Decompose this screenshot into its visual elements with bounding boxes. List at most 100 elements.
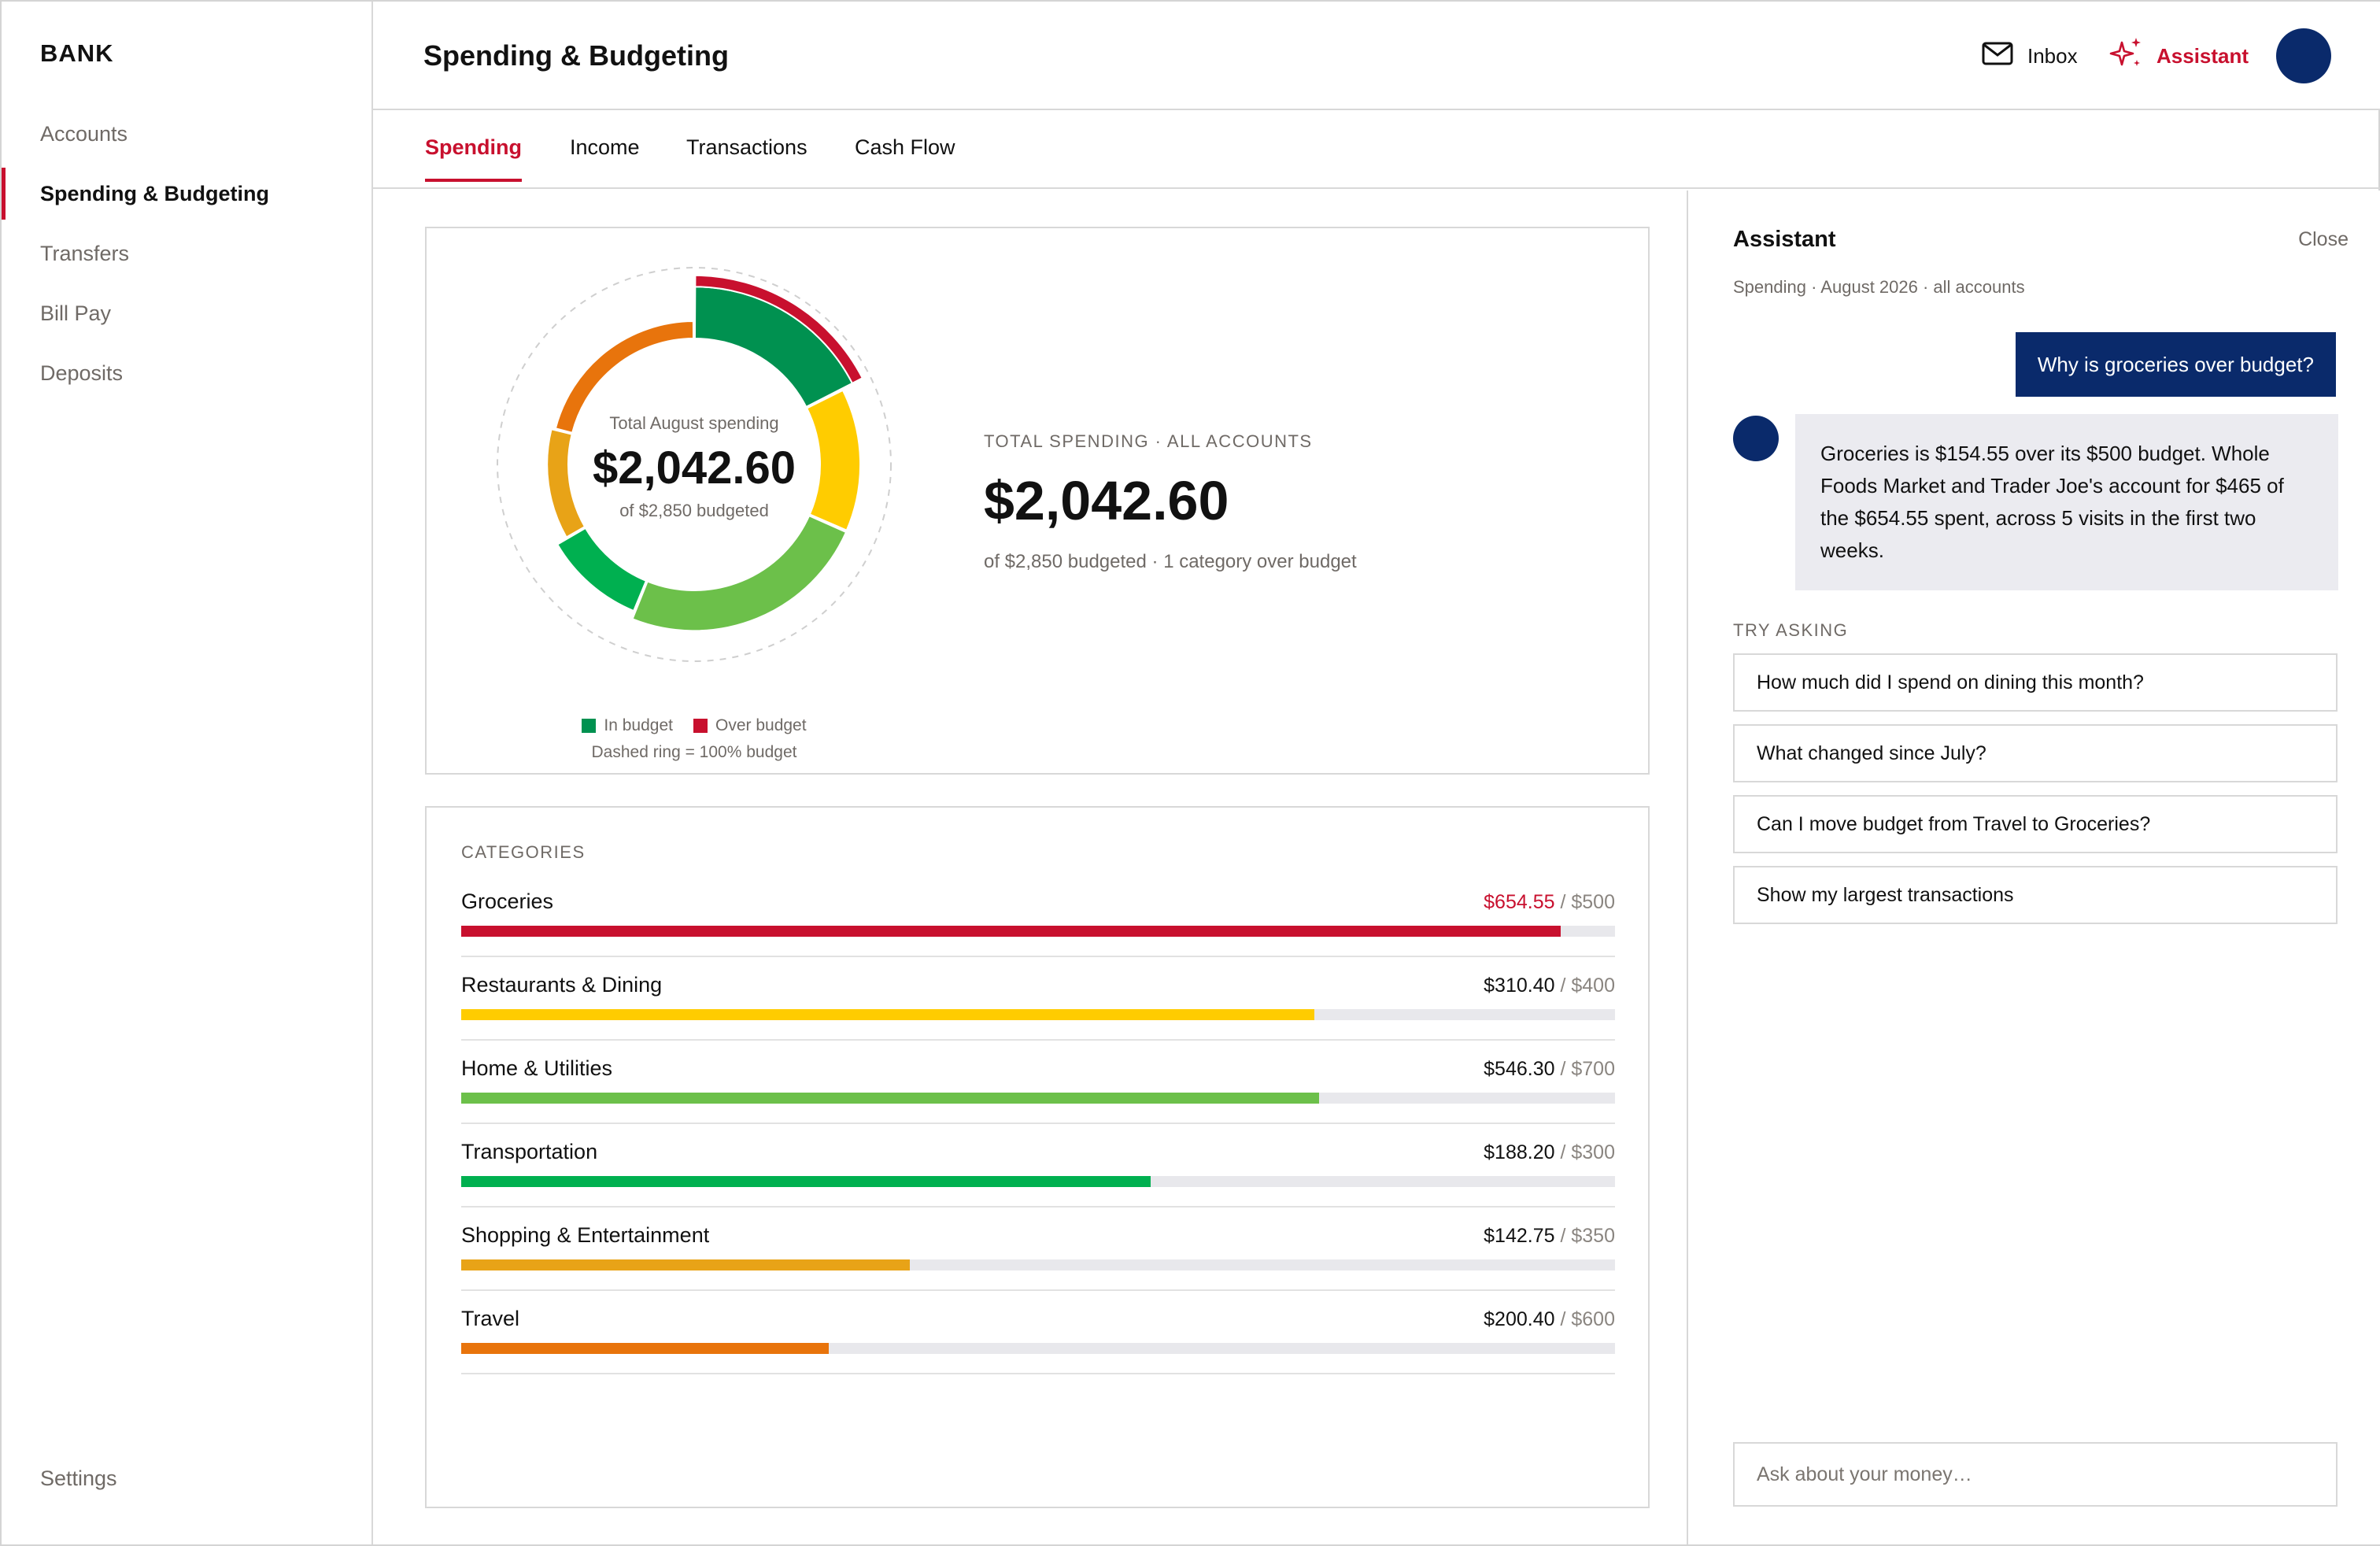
- inbox-button[interactable]: Inbox: [1982, 36, 2078, 76]
- summary-subtext: of $2,850 budgeted · 1 category over bud…: [984, 551, 1357, 572]
- category-amount: $546.30 / $700: [1484, 1058, 1615, 1081]
- assistant-message-bubble: Groceries is $154.55 over its $500 budge…: [1795, 414, 2338, 590]
- legend-swatch-in-budget: [582, 719, 597, 733]
- donut-segment[interactable]: [631, 514, 848, 632]
- sidebar-item-transfers[interactable]: Transfers: [40, 242, 130, 265]
- page-title: Spending & Budgeting: [423, 39, 729, 72]
- donut-center: Total August spending $2,042.60 of $2,85…: [490, 260, 899, 669]
- summary-total: $2,042.60: [984, 470, 1229, 531]
- category-name: Travel: [461, 1307, 520, 1330]
- category-row-restaurants-dining[interactable]: Restaurants & Dining $310.40 / $400: [461, 973, 1615, 1041]
- budget-reference-ring: [497, 267, 892, 662]
- category-name: Shopping & Entertainment: [461, 1223, 710, 1247]
- category-row-home-utilities[interactable]: Home & Utilities $546.30 / $700: [461, 1056, 1615, 1124]
- try-asking-title: TRY ASKING: [1733, 620, 1849, 640]
- category-progress-track: [461, 1343, 1615, 1354]
- sparkle-icon: [2109, 36, 2144, 76]
- category-budget: / $600: [1560, 1308, 1615, 1330]
- category-progress-track: [461, 1259, 1615, 1270]
- suggestion-chip[interactable]: What changed since July?: [1733, 724, 2338, 782]
- category-progress-fill: [461, 1176, 1151, 1187]
- category-progress-track: [461, 1176, 1615, 1187]
- legend-over-budget: Over budget: [715, 716, 807, 734]
- envelope-icon: [1982, 42, 2013, 71]
- donut-segment[interactable]: [556, 527, 648, 612]
- category-spent: $188.20: [1484, 1141, 1555, 1163]
- donut-legend: In budget Over budget Dashed ring = 100%…: [576, 716, 812, 762]
- category-progress-fill: [461, 1009, 1315, 1020]
- category-spent: $200.40: [1484, 1308, 1555, 1330]
- donut-total-value: $2,042.60: [592, 442, 796, 494]
- summary-text: TOTAL SPENDING · ALL ACCOUNTS $2,042.60 …: [984, 431, 1357, 573]
- donut-segment[interactable]: [805, 389, 861, 531]
- category-progress-track: [461, 1093, 1615, 1104]
- donut-budget-sub: of $2,850 budgeted: [619, 500, 769, 520]
- sidebar-item-spending-budgeting[interactable]: Spending & Budgeting: [2, 166, 371, 221]
- assistant-avatar: [1733, 416, 1779, 461]
- sidebar: BANK Accounts Spending & Budgeting Trans…: [2, 2, 373, 1544]
- tab-transactions[interactable]: Transactions: [686, 135, 808, 159]
- category-name: Home & Utilities: [461, 1056, 613, 1080]
- category-row-transportation[interactable]: Transportation $188.20 / $300: [461, 1140, 1615, 1208]
- category-amount: $142.75 / $350: [1484, 1225, 1615, 1248]
- category-progress-fill: [461, 1343, 829, 1354]
- category-name: Restaurants & Dining: [461, 973, 663, 997]
- ask-assistant-input[interactable]: [1733, 1442, 2338, 1507]
- category-spent: $546.30: [1484, 1058, 1555, 1080]
- assistant-panel: Assistant Close Spending · August 2026 ·…: [1687, 190, 2380, 1544]
- sidebar-item-deposits[interactable]: Deposits: [40, 361, 124, 385]
- brand-logo: BANK: [40, 39, 114, 67]
- category-progress-fill: [461, 1093, 1320, 1104]
- sidebar-item-settings[interactable]: Settings: [40, 1466, 117, 1490]
- spending-summary-card: Total August spending $2,042.60 of $2,85…: [425, 227, 1650, 775]
- category-amount: $654.55 / $500: [1484, 891, 1615, 914]
- category-budget: / $400: [1560, 975, 1615, 997]
- category-spent: $142.75: [1484, 1225, 1555, 1247]
- category-amount: $200.40 / $600: [1484, 1308, 1615, 1331]
- tab-bar: Spending Income Transactions Cash Flow: [373, 112, 2380, 189]
- donut-label: Total August spending: [609, 412, 779, 433]
- category-amount: $310.40 / $400: [1484, 975, 1615, 997]
- assistant-label: Assistant: [2156, 43, 2249, 68]
- categories-card: CATEGORIES Groceries $654.55 / $500 Rest…: [425, 806, 1650, 1508]
- assistant-context: Spending · August 2026 · all accounts: [1733, 277, 2025, 297]
- category-row-travel[interactable]: Travel $200.40 / $600: [461, 1307, 1615, 1374]
- category-row-groceries[interactable]: Groceries $654.55 / $500: [461, 890, 1615, 957]
- spending-donut-chart: [497, 267, 892, 662]
- close-button[interactable]: Close: [2298, 228, 2349, 250]
- suggestion-chip[interactable]: How much did I spend on dining this mont…: [1733, 653, 2338, 712]
- tab-spending[interactable]: Spending: [425, 135, 522, 182]
- category-progress-track: [461, 926, 1615, 937]
- assistant-panel-title: Assistant: [1733, 227, 1836, 252]
- category-budget: / $350: [1560, 1225, 1615, 1247]
- category-row-shopping-entertainment[interactable]: Shopping & Entertainment $142.75 / $350: [461, 1223, 1615, 1291]
- categories-title: CATEGORIES: [461, 842, 586, 862]
- category-budget: / $300: [1560, 1141, 1615, 1163]
- tab-cash-flow[interactable]: Cash Flow: [855, 135, 955, 159]
- sidebar-item-accounts[interactable]: Accounts: [40, 122, 128, 146]
- category-progress-fill: [461, 1259, 910, 1270]
- summary-caption: TOTAL SPENDING · ALL ACCOUNTS: [984, 431, 1313, 451]
- donut-over-budget-segment[interactable]: [694, 274, 864, 385]
- category-budget: / $700: [1560, 1058, 1615, 1080]
- category-progress-track: [461, 1009, 1615, 1020]
- legend-in-budget: In budget: [604, 716, 673, 734]
- user-avatar[interactable]: [2276, 28, 2331, 83]
- category-spent: $310.40: [1484, 975, 1555, 997]
- category-name: Transportation: [461, 1140, 598, 1163]
- category-progress-fill: [461, 926, 1561, 937]
- category-budget: / $500: [1560, 891, 1615, 913]
- donut-segment[interactable]: [554, 320, 695, 435]
- suggestion-chip[interactable]: Show my largest transactions: [1733, 866, 2338, 924]
- top-header: Spending & Budgeting Inbox Assistant: [373, 2, 2380, 110]
- category-spent: $654.55: [1484, 891, 1555, 913]
- legend-swatch-over-budget: [693, 719, 708, 733]
- category-amount: $188.20 / $300: [1484, 1141, 1615, 1164]
- tab-income[interactable]: Income: [570, 135, 640, 159]
- user-message-bubble: Why is groceries over budget?: [2015, 332, 2336, 397]
- assistant-button[interactable]: Assistant: [2109, 36, 2249, 76]
- suggestion-chip[interactable]: Can I move budget from Travel to Groceri…: [1733, 795, 2338, 853]
- sidebar-item-bill-pay[interactable]: Bill Pay: [40, 301, 112, 325]
- donut-segment[interactable]: [546, 428, 586, 538]
